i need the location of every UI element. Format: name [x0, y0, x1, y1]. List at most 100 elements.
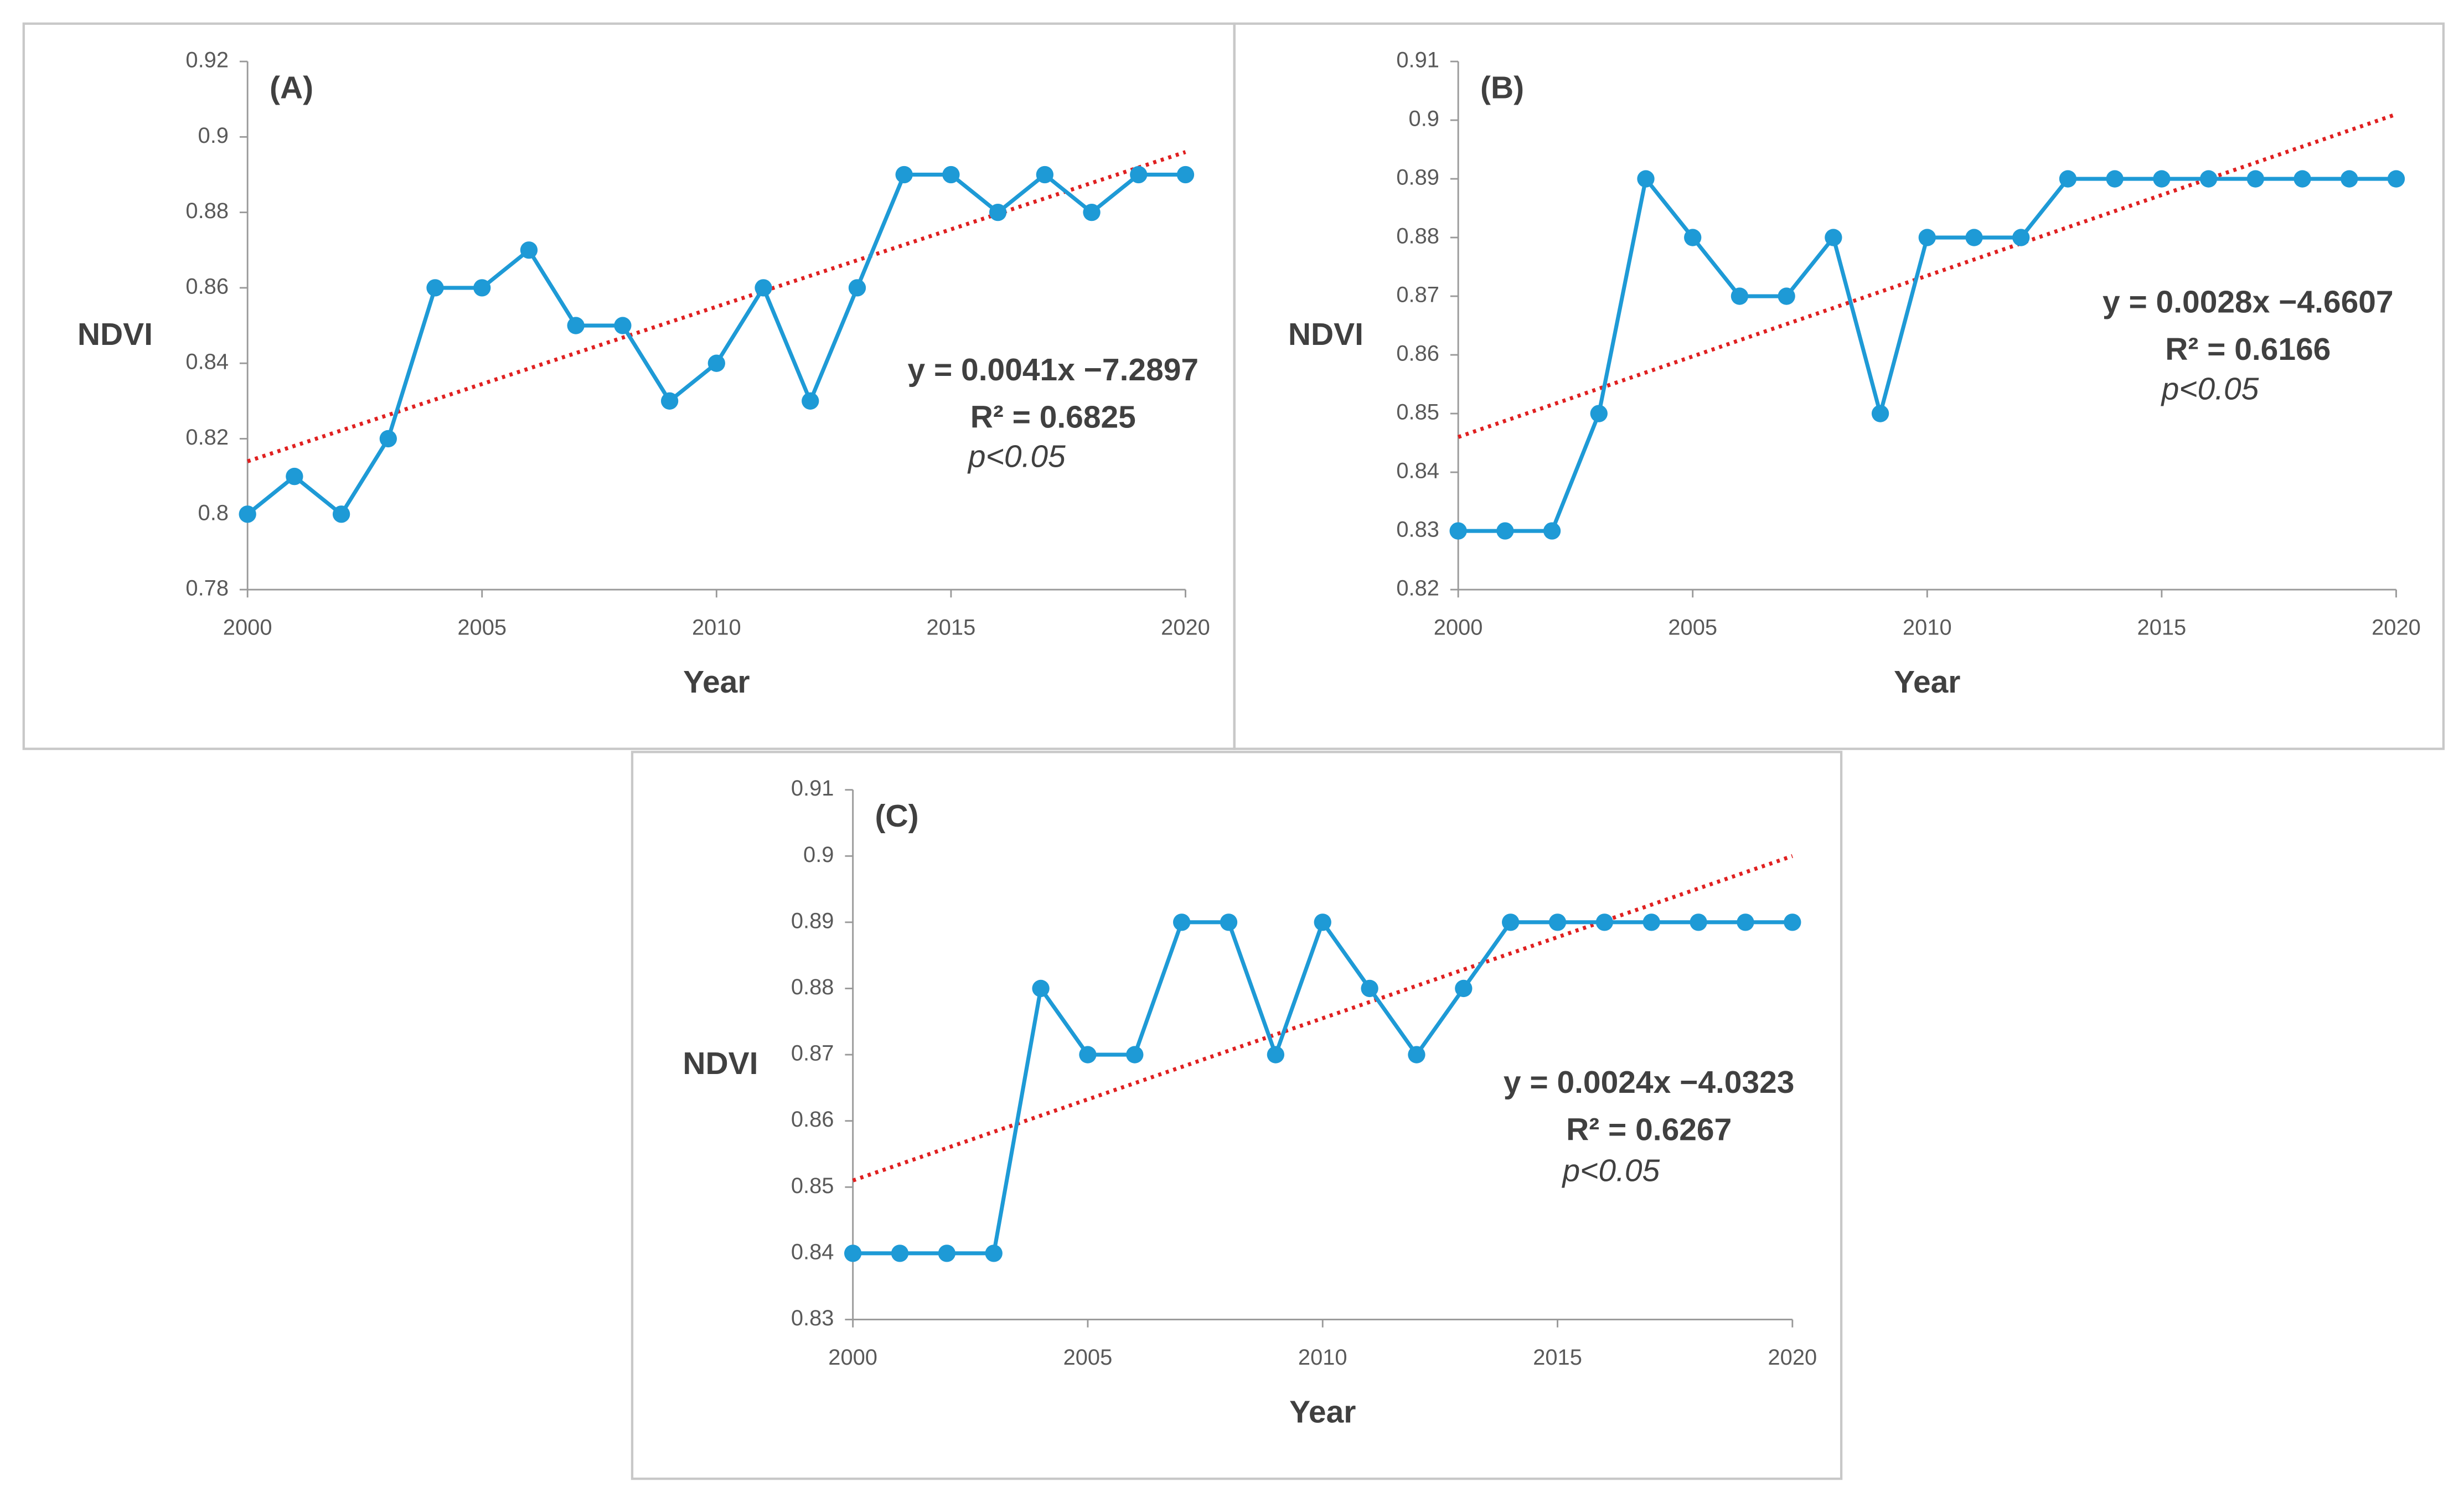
x-axis-title: Year: [683, 664, 750, 700]
data-point: [895, 166, 913, 184]
data-point: [2387, 170, 2405, 188]
y-tick-label: 0.87: [1396, 283, 1439, 307]
data-point: [891, 1245, 909, 1262]
data-point: [1784, 913, 1801, 931]
data-point: [520, 241, 538, 259]
panel-label: (A): [270, 70, 313, 105]
y-tick-label: 0.8: [198, 500, 229, 525]
y-tick-label: 0.91: [791, 776, 834, 801]
data-point: [1036, 166, 1054, 184]
x-tick-label: 2005: [1668, 616, 1717, 640]
data-point: [1737, 913, 1754, 931]
data-point: [1595, 913, 1614, 931]
trendline: [852, 854, 1793, 1183]
y-tick-label: 0.9: [198, 123, 229, 148]
x-tick-label: 2020: [2372, 616, 2421, 640]
panel-label: (B): [1480, 70, 1524, 105]
x-tick-label: 2010: [692, 616, 741, 640]
panel-frame: [631, 751, 1843, 1480]
data-point: [1267, 1046, 1285, 1063]
data-point: [1079, 1046, 1097, 1063]
regression-equation: y = 0.0028x −4.6607: [2103, 285, 2394, 320]
y-tick-label: 0.89: [1396, 166, 1439, 190]
y-tick-label: 0.88: [185, 199, 229, 223]
regression-equation: y = 0.0024x −4.0323: [1504, 1065, 1795, 1100]
data-point: [1731, 287, 1749, 305]
panel-frame: [1233, 22, 2445, 750]
data-point: [2012, 229, 2030, 246]
y-tick-label: 0.82: [1396, 576, 1439, 601]
data-point: [1825, 229, 1842, 246]
data-point: [1130, 166, 1148, 184]
data-point: [985, 1245, 1003, 1262]
r-squared: R² = 0.6267: [1566, 1112, 1732, 1148]
y-axis-title: NDVI: [1288, 317, 1363, 352]
x-tick-label: 2015: [2137, 616, 2187, 640]
data-point: [1590, 405, 1608, 422]
y-tick-label: 0.92: [185, 48, 229, 73]
x-tick-label: 2015: [927, 616, 976, 640]
x-axis-title: Year: [1894, 664, 1960, 700]
y-tick-label: 0.85: [1396, 400, 1439, 425]
p-value: p<0.05: [967, 439, 1066, 474]
y-tick-label: 0.82: [185, 425, 229, 450]
y-tick-label: 0.9: [803, 843, 834, 867]
data-point: [1918, 229, 1936, 246]
data-point: [1637, 170, 1655, 188]
data-point: [1408, 1046, 1425, 1063]
data-point: [1172, 913, 1191, 931]
data-point: [1684, 229, 1702, 246]
data-point: [2106, 170, 2124, 188]
x-tick-label: 2015: [1533, 1345, 1582, 1370]
y-tick-label: 0.91: [1396, 48, 1439, 73]
data-point: [1314, 913, 1331, 931]
data-point: [1361, 979, 1378, 998]
y-tick-label: 0.84: [1396, 459, 1439, 483]
data-point: [239, 505, 256, 523]
p-value: p<0.05: [2161, 371, 2259, 406]
data-point: [1449, 522, 1467, 540]
data-point: [567, 317, 585, 334]
regression-equation: y = 0.0041x −7.2897: [907, 352, 1199, 388]
data-point: [989, 203, 1007, 221]
data-point: [473, 279, 491, 297]
x-axis-title: Year: [1289, 1394, 1356, 1429]
r-squared: R² = 0.6825: [970, 400, 1136, 435]
data-point: [660, 392, 679, 410]
y-tick-label: 0.9: [1409, 107, 1439, 131]
y-tick-label: 0.88: [791, 975, 834, 999]
data-point: [1032, 979, 1050, 998]
data-point: [2199, 170, 2218, 188]
data-point: [2341, 170, 2358, 188]
data-point: [1642, 913, 1660, 931]
data-point: [1871, 405, 1889, 422]
y-axis-title: NDVI: [683, 1046, 758, 1081]
x-tick-label: 2010: [1298, 1345, 1347, 1370]
data-point: [2293, 170, 2311, 188]
y-tick-label: 0.78: [185, 576, 229, 601]
data-point: [1126, 1046, 1144, 1063]
data-point: [707, 354, 725, 372]
data-point: [1455, 979, 1473, 998]
data-point: [286, 467, 303, 486]
y-tick-label: 0.86: [1396, 342, 1439, 366]
data-point: [802, 392, 819, 410]
y-tick-label: 0.86: [185, 274, 229, 298]
y-tick-label: 0.84: [185, 350, 229, 374]
data-point: [1778, 287, 1795, 305]
x-tick-label: 2005: [457, 616, 507, 640]
r-squared: R² = 0.6166: [2165, 332, 2331, 367]
y-tick-label: 0.86: [791, 1107, 834, 1132]
data-point: [848, 279, 866, 297]
y-tick-label: 0.88: [1396, 224, 1439, 249]
y-tick-label: 0.87: [791, 1041, 834, 1066]
data-point: [1543, 522, 1561, 540]
y-tick-label: 0.89: [791, 908, 834, 933]
data-point: [1496, 522, 1514, 540]
data-point: [379, 430, 397, 448]
data-point: [1502, 913, 1520, 931]
panel-label: (C): [875, 798, 919, 834]
data-point: [614, 317, 632, 334]
